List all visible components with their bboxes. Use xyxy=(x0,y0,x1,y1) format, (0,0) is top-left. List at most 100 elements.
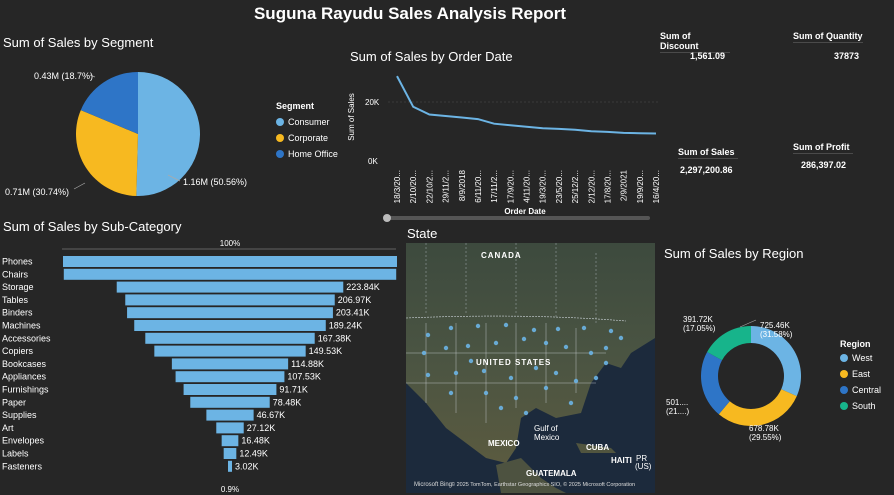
legend-item-home-office[interactable]: Home Office xyxy=(276,149,338,159)
xtick-label: 23/5/20... xyxy=(555,170,564,203)
xtick-label: 17/11/2... xyxy=(490,170,499,203)
funnel-bar-tables[interactable] xyxy=(125,294,335,306)
order-date-line-chart[interactable]: Sum of Sales 20K 0K 18/3/20... 2/10/20...… xyxy=(340,70,660,220)
funnel-value-label: 149.53K xyxy=(309,346,343,356)
state-map[interactable]: CANADA UNITED STATES Gulf of Mexico MEXI… xyxy=(406,243,655,493)
funnel-value-label: 12.49K xyxy=(239,449,268,459)
state-marker[interactable] xyxy=(468,358,474,364)
state-marker[interactable] xyxy=(608,328,614,334)
legend-item-west[interactable]: West xyxy=(840,353,881,363)
state-marker[interactable] xyxy=(513,395,519,401)
legend-item-east[interactable]: East xyxy=(840,369,881,379)
state-marker[interactable] xyxy=(618,335,624,341)
segment-slice-consumer[interactable] xyxy=(136,72,200,196)
funnel-bar-paper[interactable] xyxy=(190,396,270,408)
state-marker[interactable] xyxy=(531,327,537,333)
state-marker[interactable] xyxy=(425,332,431,338)
card-discount-value: 1,561.09 xyxy=(690,51,726,61)
state-marker[interactable] xyxy=(475,323,481,329)
state-marker[interactable] xyxy=(588,350,594,356)
xtick-label: 19/9/20... xyxy=(636,170,645,203)
state-marker[interactable] xyxy=(603,345,609,351)
card-profit-value: 286,397.02 xyxy=(801,160,847,170)
map-label-gulf-2: Mexico xyxy=(534,433,560,442)
funnel-bar-bookcases[interactable] xyxy=(171,358,289,370)
region-donut-chart[interactable]: 725.46K (31.58%) 678.78K (29.55%) 501...… xyxy=(660,270,838,470)
region-slice-south[interactable] xyxy=(707,326,751,361)
card-quantity-label: Sum of Quantity xyxy=(793,31,863,41)
state-marker[interactable] xyxy=(483,390,489,396)
state-marker[interactable] xyxy=(533,365,539,371)
region-slice-central[interactable] xyxy=(701,352,730,415)
funnel-bar-accessories[interactable] xyxy=(145,332,315,344)
state-marker[interactable] xyxy=(573,378,579,384)
state-marker[interactable] xyxy=(543,340,549,346)
state-dots xyxy=(421,322,624,416)
xtick-label: 6/11/20... xyxy=(474,170,483,203)
state-marker[interactable] xyxy=(593,375,599,381)
legend-item-central[interactable]: Central xyxy=(840,385,881,395)
region-label-west: 725.46K xyxy=(760,321,790,330)
segment-slice-corporate[interactable] xyxy=(75,110,138,196)
funnel-bar-copiers[interactable] xyxy=(154,345,306,357)
funnel-value-label: 203.41K xyxy=(336,308,370,318)
state-marker[interactable] xyxy=(481,368,487,374)
order-date-scrollbar[interactable] xyxy=(386,216,650,220)
funnel-bar-machines[interactable] xyxy=(134,320,326,331)
card-quantity: Sum of Quantity 37873 xyxy=(793,31,863,61)
state-marker[interactable] xyxy=(425,372,431,378)
legend-item-south[interactable]: South xyxy=(840,401,881,411)
state-marker[interactable] xyxy=(421,350,427,356)
state-marker[interactable] xyxy=(553,370,559,376)
state-marker[interactable] xyxy=(453,370,459,376)
state-marker[interactable] xyxy=(543,385,549,391)
segment-slice-home-office[interactable] xyxy=(80,72,138,134)
funnel-bar-labels[interactable] xyxy=(223,448,237,459)
segment-pie-chart[interactable]: 1.16M (50.56%) 0.71M (30.74%) 0.43M (18.… xyxy=(0,55,270,205)
state-marker[interactable] xyxy=(443,345,449,351)
funnel-bar-binders[interactable] xyxy=(127,307,333,319)
state-marker[interactable] xyxy=(555,326,561,332)
xtick-label: 25/12/2... xyxy=(571,170,580,203)
state-marker[interactable] xyxy=(581,325,587,331)
funnel-bar-appliances[interactable] xyxy=(175,371,285,383)
state-marker[interactable] xyxy=(498,405,504,411)
state-marker[interactable] xyxy=(503,322,509,328)
region-label-east: 678.78K xyxy=(749,424,779,433)
order-date-scroll-thumb[interactable] xyxy=(383,214,391,222)
map-label-mexico: MEXICO xyxy=(488,439,520,448)
funnel-value-label: 167.38K xyxy=(318,333,352,343)
legend-item-corporate[interactable]: Corporate xyxy=(276,133,338,143)
funnel-bar-supplies[interactable] xyxy=(206,409,254,421)
funnel-bar-chairs[interactable] xyxy=(63,268,397,280)
region-slice-east[interactable] xyxy=(718,389,797,426)
subcategory-chart-title: Sum of Sales by Sub-Category xyxy=(3,219,182,234)
funnel-value-label: 46.67K xyxy=(257,410,286,420)
state-marker[interactable] xyxy=(465,343,471,349)
state-marker[interactable] xyxy=(448,390,454,396)
state-marker[interactable] xyxy=(448,325,454,331)
state-marker[interactable] xyxy=(521,336,527,342)
state-marker[interactable] xyxy=(603,360,609,366)
region-slice-west[interactable] xyxy=(751,326,801,397)
state-marker[interactable] xyxy=(568,400,574,406)
funnel-bar-fasteners[interactable] xyxy=(228,460,232,472)
xtick-label: 2/9/2021 xyxy=(620,169,629,201)
ytick-0k: 0K xyxy=(368,157,378,166)
funnel-bar-envelopes[interactable] xyxy=(221,435,239,447)
funnel-value-label: 206.97K xyxy=(338,295,372,305)
card-quantity-value: 37873 xyxy=(834,51,860,61)
state-marker[interactable] xyxy=(523,410,529,416)
funnel-bar-furnishings[interactable] xyxy=(183,384,277,395)
legend-item-consumer[interactable]: Consumer xyxy=(276,117,338,127)
state-marker[interactable] xyxy=(493,340,499,346)
state-marker[interactable] xyxy=(508,375,514,381)
funnel-bar-storage[interactable] xyxy=(116,281,344,293)
subcategory-funnel-chart[interactable]: 100% Phones Chairs Storage 223.84K Tables 206… xyxy=(0,236,400,495)
funnel-bar-art[interactable] xyxy=(216,422,244,434)
funnel-bar-phones[interactable] xyxy=(63,256,397,267)
state-marker[interactable] xyxy=(563,344,569,350)
order-date-chart-title: Sum of Sales by Order Date xyxy=(350,49,513,64)
funnel-category-label: Supplies xyxy=(2,410,37,420)
funnel-category-label: Fasteners xyxy=(2,461,43,471)
